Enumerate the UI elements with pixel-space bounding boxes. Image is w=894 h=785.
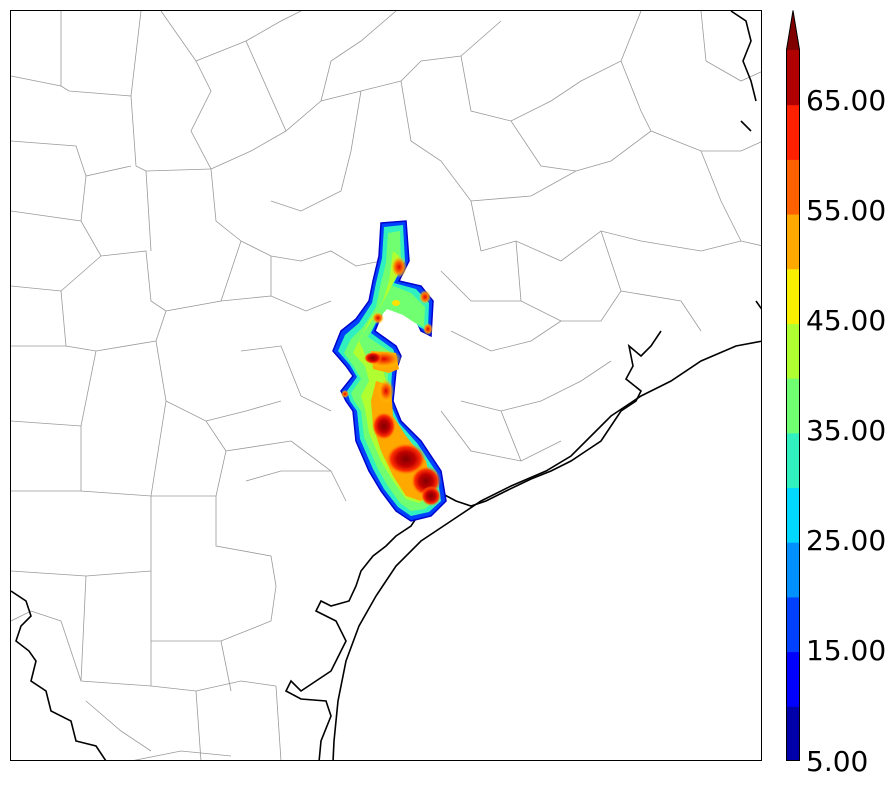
colorbar-segment (786, 104, 800, 160)
colorbar-extend-arrow (786, 10, 800, 50)
colorbar-segment (786, 50, 800, 106)
colorbar (786, 10, 800, 762)
colorbar-tick-label: 55.00 (806, 194, 887, 227)
colorbar-segment (786, 651, 800, 707)
colorbar-segment (786, 159, 800, 215)
colorbar-segment (786, 323, 800, 379)
colorbar-svg (786, 10, 800, 762)
county-boundaries (11, 11, 761, 760)
colorbar-segment (786, 432, 800, 489)
colorbar-segments (786, 10, 800, 762)
colorbar-segment (786, 487, 800, 543)
colorbar-tick-label: 15.00 (806, 634, 887, 667)
colorbar-segment (786, 542, 800, 598)
colorbar-tick-label: 5.00 (806, 745, 869, 778)
coastline (11, 11, 761, 760)
map-panel (10, 10, 762, 761)
colorbar-outline (786, 10, 800, 761)
colorbar-tick-label: 45.00 (806, 304, 887, 337)
colorbar-tick-label: 35.00 (806, 414, 887, 447)
colorbar-segment (786, 268, 800, 324)
colorbar-segment (786, 214, 800, 270)
colorbar-segment (786, 706, 800, 762)
precipitation-swath (332, 220, 447, 522)
colorbar-tick-label: 25.00 (806, 524, 887, 557)
colorbar-segment (786, 378, 800, 434)
colorbar-tick-label: 65.00 (806, 84, 887, 117)
map-svg (11, 11, 761, 760)
colorbar-segment (786, 596, 800, 653)
